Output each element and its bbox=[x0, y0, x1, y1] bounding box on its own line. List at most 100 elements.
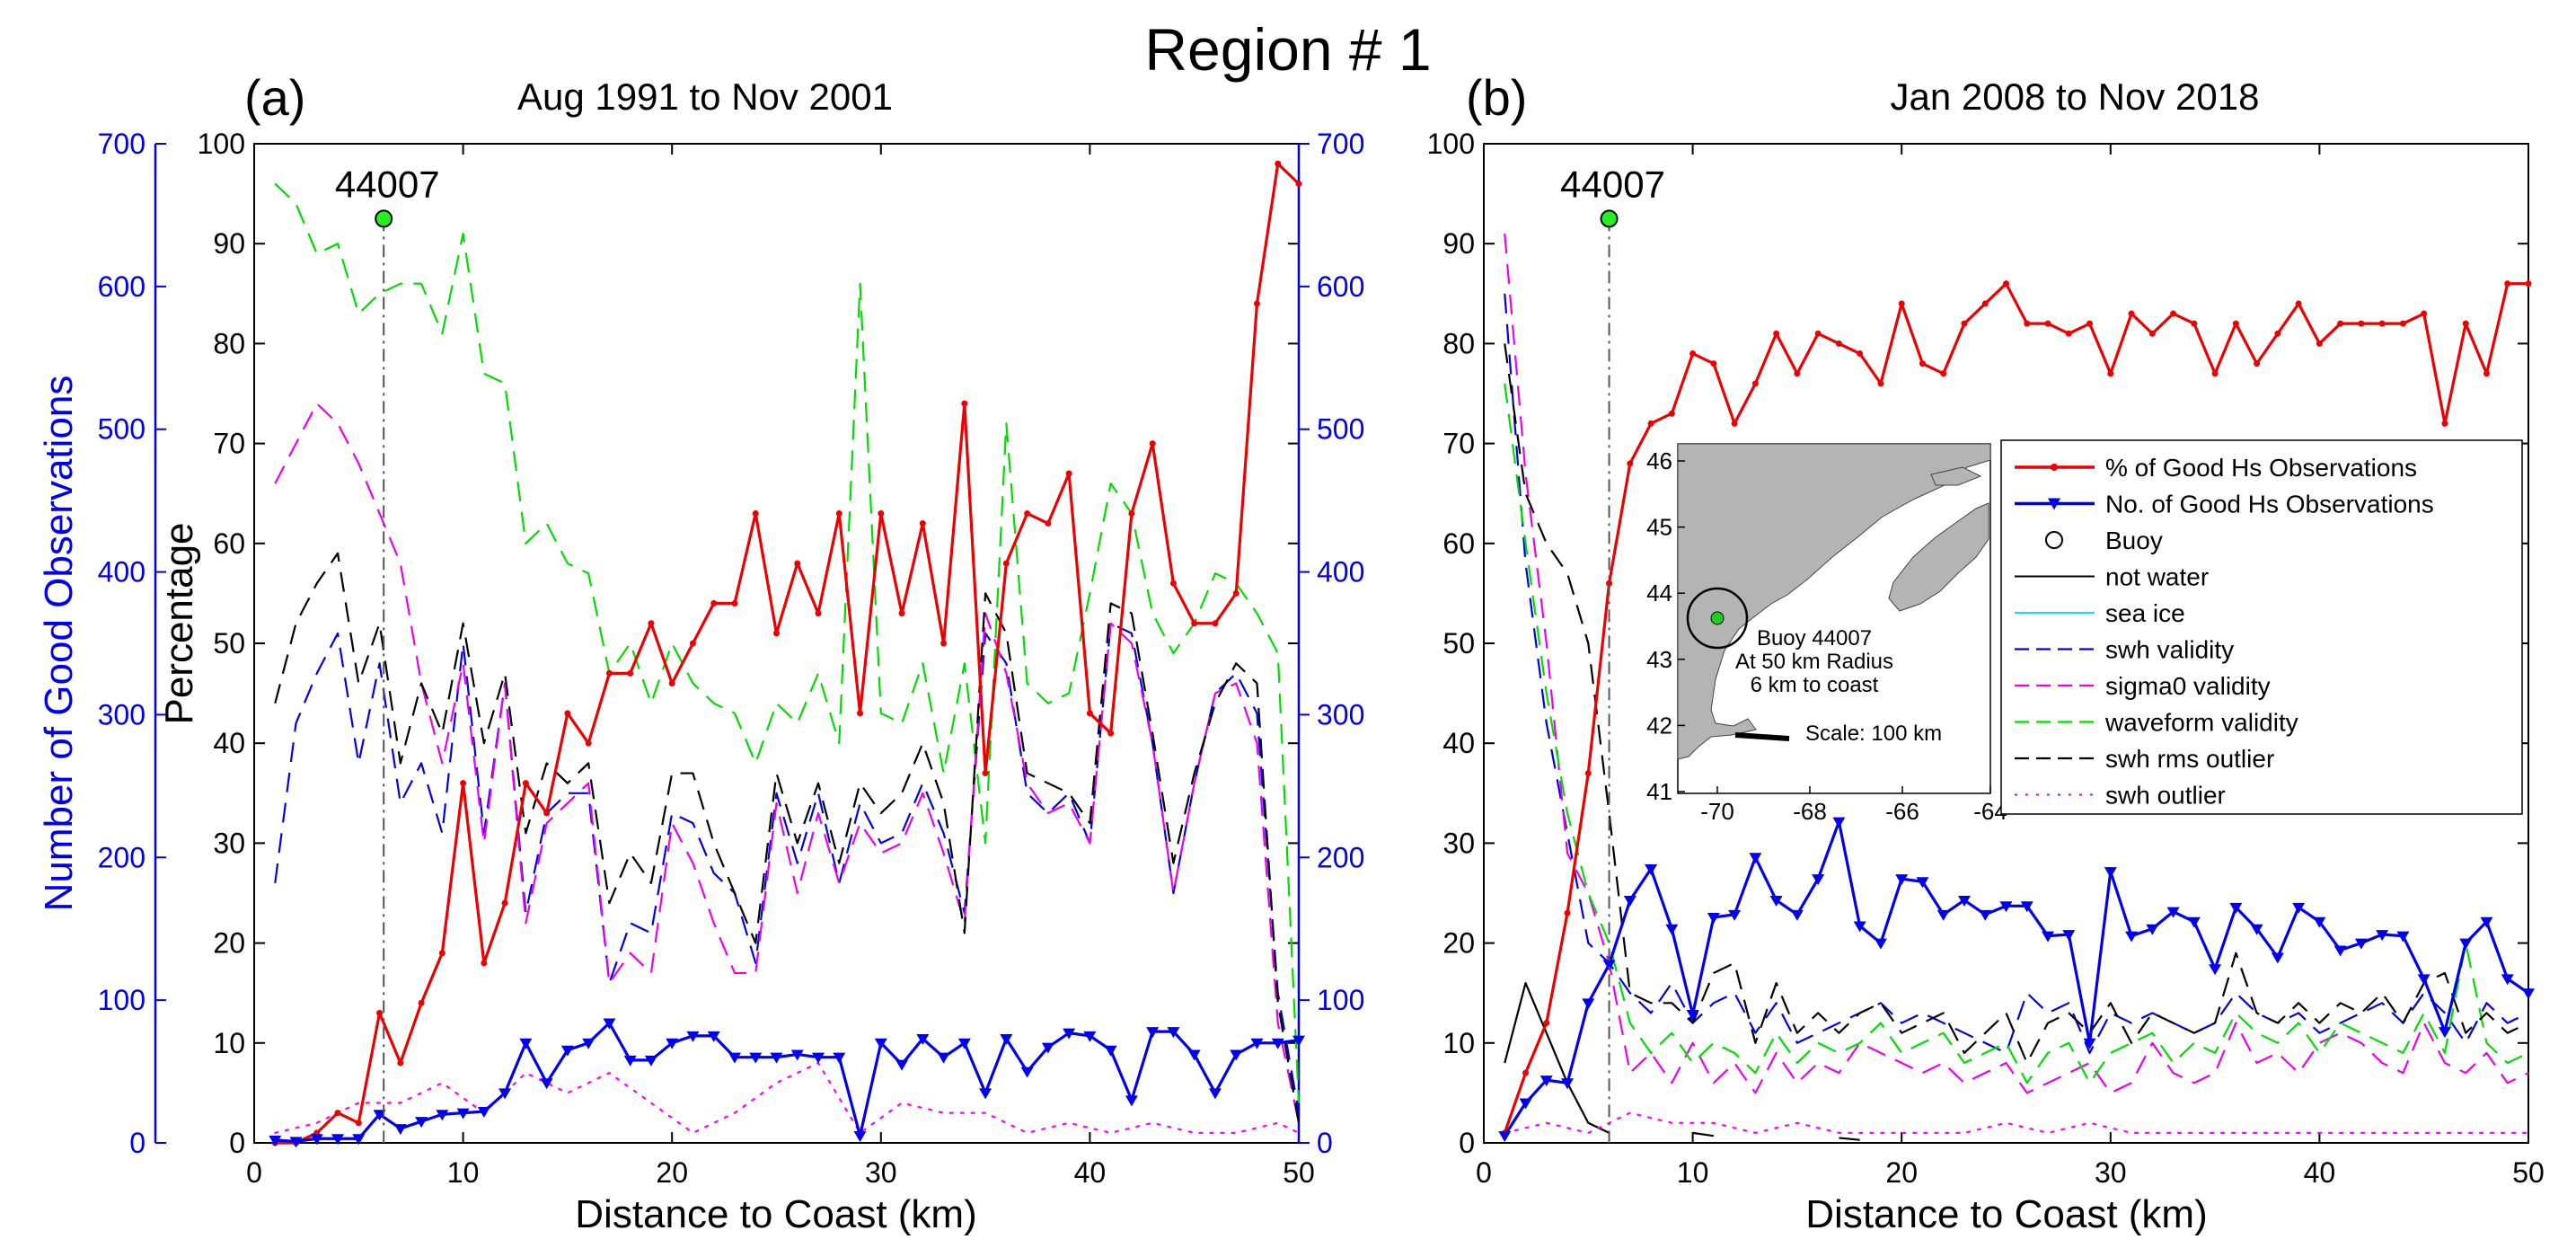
data-point bbox=[1187, 1049, 1201, 1061]
data-point bbox=[1957, 895, 1971, 907]
data-point bbox=[1232, 589, 1239, 597]
y-tick-label: 0 bbox=[229, 1127, 245, 1159]
data-point bbox=[1191, 620, 1198, 627]
data-point bbox=[1645, 863, 1658, 875]
data-point bbox=[1853, 921, 1866, 933]
data-point bbox=[1024, 509, 1031, 517]
data-point bbox=[393, 1124, 407, 1136]
data-point bbox=[331, 1134, 345, 1146]
inset-y-tick-label: 45 bbox=[1646, 514, 1672, 541]
data-point bbox=[540, 1078, 553, 1090]
data-point bbox=[2441, 420, 2448, 427]
data-point bbox=[1668, 410, 1675, 417]
data-point bbox=[2313, 916, 2326, 928]
series-line bbox=[275, 1021, 1300, 1144]
series-of-good-hs-observations bbox=[271, 160, 1302, 1146]
data-point bbox=[1602, 960, 1616, 971]
x-tick-label: 0 bbox=[1476, 1156, 1492, 1189]
data-point bbox=[1606, 580, 1613, 587]
data-point bbox=[1041, 1042, 1054, 1054]
legend-label: % of Good Hs Observations bbox=[2105, 454, 2417, 482]
data-point bbox=[1167, 1027, 1180, 1039]
data-point bbox=[1104, 1045, 1117, 1057]
data-point bbox=[418, 999, 425, 1006]
series-line bbox=[1504, 343, 2529, 1065]
y-tick-label: 100 bbox=[1427, 128, 1475, 160]
inset-y-tick-label: 44 bbox=[1646, 580, 1672, 606]
legend-entry: waveform validity bbox=[2015, 709, 2298, 737]
series-waveform-validity bbox=[1504, 383, 2529, 1084]
data-point bbox=[1857, 350, 1864, 358]
x-tick-label: 0 bbox=[246, 1156, 262, 1189]
data-point bbox=[1230, 1049, 1243, 1061]
x-tick-label: 40 bbox=[1074, 1156, 1107, 1189]
data-point bbox=[1895, 874, 1909, 886]
data-point bbox=[666, 1038, 679, 1049]
count-tick-label: 0 bbox=[129, 1127, 146, 1159]
series-swh-outlier bbox=[1504, 1111, 2530, 1134]
data-point bbox=[1874, 938, 1887, 950]
data-point bbox=[2378, 320, 2386, 327]
inset-map: Buoy 44007 At 50 km Radius 6 km to coast… bbox=[1646, 443, 2007, 825]
series-sigma0-validity bbox=[1504, 233, 2529, 1094]
series-line bbox=[1504, 1111, 2530, 1134]
panel-a: (a) Aug 1991 to Nov 2001 010020030040050… bbox=[37, 69, 1364, 1236]
series-swh-rms-outlier bbox=[1504, 343, 2529, 1065]
legend-entry: sigma0 validity bbox=[2015, 672, 2271, 700]
x-tick-label: 20 bbox=[1885, 1156, 1918, 1189]
data-point bbox=[522, 780, 529, 787]
x-tick-label: 30 bbox=[2095, 1156, 2127, 1189]
panel-b-buoy-marker: 44007 bbox=[1560, 163, 1665, 1143]
data-point bbox=[1877, 380, 1884, 387]
count-tick-label-right: 400 bbox=[1317, 556, 1364, 589]
data-point bbox=[1979, 909, 1992, 921]
inset-scale-label: Scale: 100 km bbox=[1805, 721, 1942, 746]
data-point bbox=[1149, 440, 1156, 447]
data-point bbox=[1169, 580, 1177, 587]
count-tick-label: 400 bbox=[98, 556, 146, 589]
data-point bbox=[833, 1052, 846, 1064]
data-point bbox=[585, 739, 592, 747]
y-tick-label: 90 bbox=[213, 227, 245, 260]
data-point bbox=[477, 1107, 490, 1119]
data-point bbox=[2483, 370, 2490, 377]
data-point bbox=[1045, 520, 1052, 527]
legend-label: waveform validity bbox=[2104, 709, 2298, 737]
x-tick-label: 50 bbox=[2512, 1156, 2545, 1189]
data-point bbox=[310, 1134, 323, 1146]
data-point bbox=[2062, 930, 2076, 942]
panel-a-series bbox=[269, 160, 1305, 1148]
y-tick-label: 70 bbox=[213, 428, 245, 460]
panel-a-label: (a) bbox=[244, 69, 305, 126]
data-point bbox=[1936, 909, 1950, 921]
y-tick-label: 60 bbox=[1442, 527, 1475, 560]
count-axis-ticks: 0 100 200 300 400 500 600 700 bbox=[98, 128, 166, 1159]
legend-entry: not water bbox=[2015, 563, 2209, 591]
data-point bbox=[857, 710, 864, 717]
x-tick-label: 50 bbox=[1283, 1156, 1315, 1189]
panel-a-ylabel: Percentage bbox=[157, 522, 201, 724]
data-point bbox=[605, 669, 613, 677]
data-point bbox=[2254, 360, 2261, 367]
series-waveform-validity bbox=[274, 182, 1301, 1103]
count-tick-label: 200 bbox=[98, 841, 146, 873]
count-tick-label: 500 bbox=[98, 413, 146, 446]
data-point bbox=[1107, 730, 1115, 737]
data-point bbox=[2376, 930, 2389, 942]
data-point bbox=[2250, 924, 2263, 935]
data-point bbox=[1250, 1038, 1264, 1049]
data-point bbox=[355, 1120, 362, 1127]
data-point bbox=[582, 1038, 595, 1049]
data-point bbox=[2191, 320, 2198, 327]
data-point bbox=[2274, 330, 2281, 337]
data-point bbox=[895, 1059, 909, 1071]
data-point bbox=[1689, 350, 1697, 358]
panel-b-title: Jan 2008 to Nov 2018 bbox=[1891, 75, 2260, 118]
data-point bbox=[2107, 370, 2114, 377]
legend-entry: swh validity bbox=[2015, 636, 2234, 664]
data-point bbox=[2396, 931, 2410, 943]
buoy-radius-circle bbox=[1686, 587, 1749, 650]
data-point bbox=[668, 679, 675, 686]
legend-label: not water bbox=[2105, 563, 2209, 591]
data-point bbox=[2086, 320, 2094, 327]
